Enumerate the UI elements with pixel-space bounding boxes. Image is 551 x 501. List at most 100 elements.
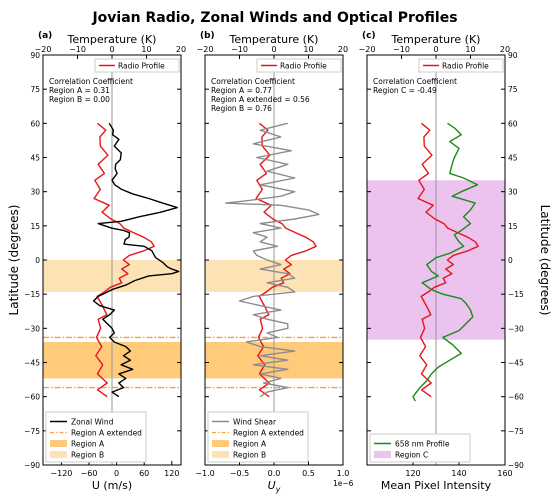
- plot-area: [367, 55, 505, 465]
- series-zonal-wind: [92, 122, 180, 398]
- bottom-tick-label: 0: [114, 469, 119, 478]
- legend-label: Region B: [233, 450, 266, 459]
- correlation-annotation: Region A = 0.31: [49, 86, 110, 95]
- lat-tick-label: 60: [30, 119, 40, 128]
- lat-tick-label: −90: [508, 461, 524, 470]
- legend-label: Zonal Wind: [71, 417, 114, 426]
- legend-bottom: Zonal Wind Region A extended Region A Regio…: [45, 411, 147, 463]
- legend-top-box: [256, 58, 342, 73]
- lat-tick-label: 0: [35, 256, 40, 265]
- bottom-tick-label: −120: [50, 469, 72, 478]
- legend-swatch-region-b: [50, 451, 67, 458]
- lat-tick-label: 75: [508, 85, 518, 94]
- legend-label: Region B: [71, 450, 104, 459]
- lat-tick-label: 15: [508, 222, 518, 231]
- bottom-tick-label: 160: [497, 469, 512, 478]
- bottom-tick-label: −1.0: [195, 469, 214, 478]
- panel-label: (b): [200, 31, 215, 41]
- correlation-annotation: Correlation Coefficient: [211, 77, 295, 86]
- legend-label: Region A: [233, 439, 267, 448]
- lat-tick-label: −30: [24, 324, 40, 333]
- top-tick-label: 0: [271, 45, 276, 54]
- legend-swatch-region-b: [212, 451, 229, 458]
- bottom-tick-label: 1.0: [337, 469, 350, 478]
- series-radio-profile: [255, 122, 317, 398]
- top-tick-label: 0: [433, 45, 438, 54]
- top-tick-label: −20: [35, 45, 52, 54]
- bottom-tick-label: 0.0: [268, 469, 281, 478]
- top-tick-label: 10: [465, 45, 475, 54]
- top-axis-label: Temperature (K): [67, 33, 157, 46]
- bottom-tick-label: 120: [405, 469, 420, 478]
- y-axis-label-right: Latitude (degrees): [538, 205, 551, 316]
- legend-label: Region A: [71, 439, 105, 448]
- legend-top: Radio Profile: [256, 58, 342, 73]
- bottom-axis-label: U (m/s): [92, 479, 132, 492]
- top-tick-label: 0: [109, 45, 114, 54]
- lat-tick-label: 15: [30, 222, 40, 231]
- bottom-tick-label: 60: [139, 469, 149, 478]
- lat-tick-label: −45: [508, 359, 524, 368]
- top-tick-label: −10: [393, 45, 410, 54]
- bottom-tick-label: 140: [451, 469, 466, 478]
- panel-2: −1.0 −0.5 0.0 0.5 1.0 −20 −10 0 10 20 Temperature …: [195, 31, 353, 494]
- lat-tick-label: 30: [30, 188, 40, 197]
- lat-tick-label: 90: [30, 51, 40, 60]
- y-axis-label-left: Latitude (degrees): [7, 205, 21, 316]
- legend-swatch-region-a: [212, 440, 229, 447]
- lat-tick-label: −90: [24, 461, 40, 470]
- lat-tick-label: −15: [24, 290, 40, 299]
- lat-tick-label: 60: [508, 119, 518, 128]
- legend-top-box: [94, 58, 180, 73]
- top-tick-label: 10: [303, 45, 313, 54]
- series-radio-profile: [93, 122, 155, 398]
- lat-tick-label: −15: [508, 290, 524, 299]
- panel-label: (c): [362, 31, 376, 41]
- top-tick-label: 20: [338, 45, 348, 54]
- top-tick-label: −20: [359, 45, 376, 54]
- panel-label: (a): [38, 31, 52, 41]
- lat-tick-label: −30: [508, 324, 524, 333]
- lat-tick-label: −60: [508, 393, 524, 402]
- correlation-annotation: Region B = 0.00: [49, 95, 110, 104]
- legend-top-box: [418, 58, 504, 73]
- lat-tick-label: 30: [508, 188, 518, 197]
- bottom-axis-label: Mean Pixel Intensity: [381, 479, 492, 492]
- legend-radio-label: Radio Profile: [280, 62, 327, 71]
- legend-top: Radio Profile: [418, 58, 504, 73]
- panel-1: 90 75 60 45 30 15 0 −15 −30 −45 −60 −75 −90 −120 −60 0 6…: [24, 31, 186, 492]
- lat-tick-label: −60: [24, 393, 40, 402]
- series-658-nm-profile: [412, 122, 479, 402]
- lat-tick-label: −75: [24, 427, 40, 436]
- plot-area: [205, 55, 343, 465]
- lat-tick-label: 45: [30, 154, 40, 163]
- legend-label: Region C: [395, 450, 428, 459]
- legend-bottom: Wind Shear Region A extended Region A Regio…: [207, 411, 309, 463]
- plot-area: [43, 55, 181, 465]
- bottom-tick-label: 120: [164, 469, 179, 478]
- correlation-annotation: Region A = 0.77: [211, 86, 272, 95]
- lat-tick-label: 75: [30, 85, 40, 94]
- legend-label: Region A extended: [233, 428, 304, 437]
- top-tick-label: 10: [141, 45, 151, 54]
- legend-bottom: 658 nm Profile Region C: [369, 433, 471, 463]
- legend-radio-label: Radio Profile: [442, 62, 489, 71]
- legend-label: Wind Shear: [233, 417, 277, 426]
- bottom-tick-label: −60: [81, 469, 98, 478]
- legend-swatch-region-c: [374, 451, 391, 458]
- correlation-annotation: Region B = 0.76: [211, 104, 272, 113]
- panel-3: 90 75 60 45 30 15 0 −15 −30 −45 −60 −75 −90 120 140 160…: [359, 31, 525, 492]
- lat-tick-label: 0: [508, 256, 513, 265]
- top-tick-label: 20: [176, 45, 186, 54]
- correlation-annotation: Correlation Coefficient: [373, 77, 457, 86]
- top-axis-label: Temperature (K): [229, 33, 319, 46]
- series-radio-profile: [417, 122, 479, 398]
- lat-tick-label: 90: [508, 51, 518, 60]
- top-tick-label: −10: [69, 45, 86, 54]
- figure-title: Jovian Radio, Zonal Winds and Optical Pr…: [91, 10, 457, 26]
- axis-offset-label: 1e−6: [333, 479, 354, 488]
- top-axis-label: Temperature (K): [391, 33, 481, 46]
- top-tick-label: 20: [500, 45, 510, 54]
- legend-swatch-region-a: [50, 440, 67, 447]
